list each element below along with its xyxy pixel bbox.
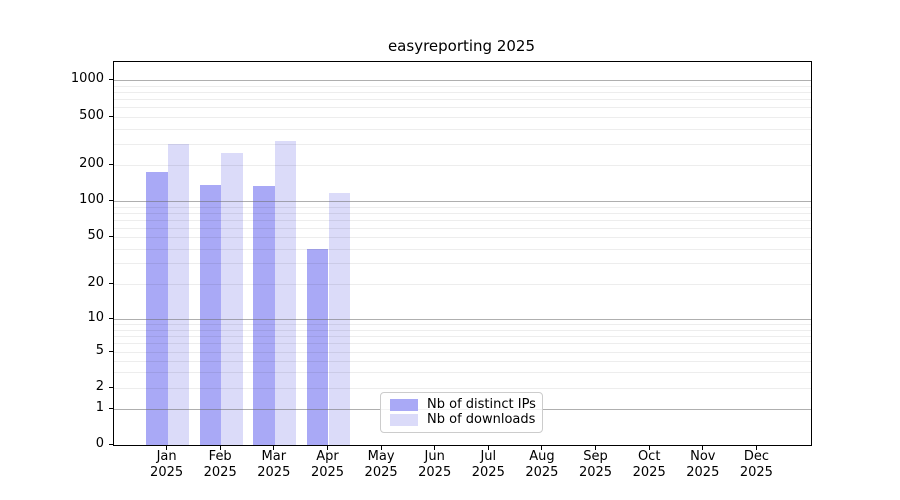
x-tick-mark — [166, 446, 168, 450]
y-tick-label: 0 — [95, 436, 104, 451]
x-tick-mark — [434, 446, 436, 450]
y-tick-mark — [109, 387, 113, 388]
y-tick-mark — [109, 408, 113, 409]
bar-feb-downloads — [221, 153, 243, 445]
x-tick-label-nov: Nov 2025 — [686, 449, 720, 480]
x-tick-label-sep: Sep 2025 — [578, 449, 613, 480]
x-tick-label-jun: Jun 2025 — [418, 449, 452, 480]
x-tick-label-jan: Jan 2025 — [150, 449, 184, 480]
y-tick-mark — [109, 318, 113, 319]
legend-label-distinct-ips: Nb of distinct IPs — [427, 397, 536, 412]
y-tick-label: 10 — [87, 310, 104, 325]
x-tick-label-jul: Jul 2025 — [471, 449, 505, 480]
x-tick-mark — [648, 446, 650, 450]
gridline-minor — [114, 99, 811, 101]
y-tick-label: 1000 — [70, 71, 104, 86]
bar-jan-downloads — [167, 143, 189, 445]
x-tick-label-dec: Dec 2025 — [739, 449, 773, 480]
plot-area: Nb of distinct IPs Nb of downloads — [113, 61, 812, 446]
legend: Nb of distinct IPs Nb of downloads — [380, 392, 543, 433]
y-tick-label: 50 — [87, 228, 104, 243]
legend-label-downloads: Nb of downloads — [427, 412, 536, 427]
x-tick-label-may: May 2025 — [364, 449, 398, 480]
x-tick-mark — [273, 446, 275, 450]
y-tick-label: 500 — [79, 108, 104, 124]
x-tick-mark — [541, 446, 543, 450]
y-tick-mark — [109, 351, 113, 352]
y-tick-mark — [109, 236, 113, 237]
bar-apr-distinct-ips — [307, 248, 329, 445]
legend-swatch-distinct-ips — [390, 399, 418, 411]
y-tick-label: 100 — [79, 192, 104, 207]
gridline-major — [114, 80, 811, 81]
x-tick-mark — [327, 446, 328, 450]
y-tick-mark — [109, 444, 113, 445]
chart-title: easyreporting 2025 — [387, 37, 536, 55]
gridline-minor — [114, 92, 811, 93]
x-tick-mark — [487, 446, 489, 450]
x-tick-mark — [755, 446, 757, 450]
gridline-minor — [114, 143, 811, 145]
y-tick-mark — [109, 116, 113, 117]
y-tick-label: 2 — [95, 378, 104, 394]
x-tick-label-mar: Mar 2025 — [257, 449, 291, 480]
x-tick-mark — [219, 446, 221, 450]
y-tick-label: 5 — [95, 342, 104, 358]
bar-feb-distinct-ips — [199, 185, 222, 445]
legend-row-downloads: Nb of downloads — [390, 412, 536, 427]
y-tick-mark — [109, 283, 113, 284]
legend-row-distinct-ips: Nb of distinct IPs — [390, 397, 536, 412]
y-tick-label: 200 — [79, 156, 104, 171]
x-tick-label-aug: Aug 2025 — [525, 449, 559, 480]
legend-swatch-downloads — [390, 414, 418, 426]
x-tick-label-feb: Feb 2025 — [203, 449, 237, 480]
x-tick-mark — [380, 446, 382, 450]
bar-mar-distinct-ips — [253, 186, 275, 445]
gridline-minor — [114, 107, 811, 109]
x-tick-label-apr: Apr 2025 — [310, 449, 345, 480]
bar-apr-downloads — [328, 192, 350, 445]
gridline-minor — [114, 117, 811, 119]
x-tick-mark — [702, 446, 704, 450]
x-tick-mark — [595, 446, 596, 450]
bar-jan-distinct-ips — [146, 172, 168, 445]
y-tick-label: 1 — [95, 400, 104, 415]
y-tick-label: 20 — [87, 275, 104, 291]
y-tick-mark — [109, 164, 113, 165]
gridline-minor — [114, 165, 811, 166]
y-tick-mark — [109, 200, 113, 201]
bar-mar-downloads — [274, 141, 297, 445]
y-tick-mark — [109, 79, 113, 80]
x-tick-label-oct: Oct 2025 — [632, 449, 666, 480]
gridline-minor — [114, 128, 811, 130]
gridline-minor — [114, 85, 811, 87]
